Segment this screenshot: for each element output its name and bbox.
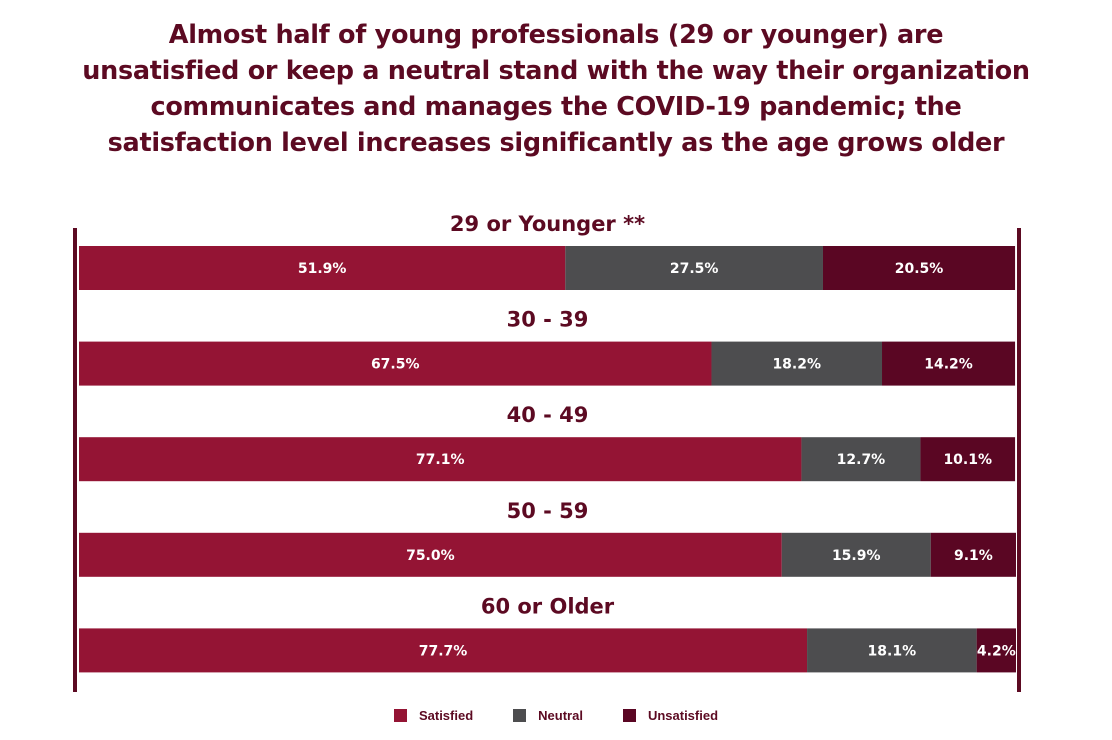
legend-swatch-neutral	[513, 708, 527, 722]
data-label-neutral: 12.7%	[837, 452, 886, 468]
data-label-satisfied: 75.0%	[406, 548, 455, 564]
legend-item-unsatisfied: Unsatisfied	[622, 707, 719, 723]
bar-segment-satisfied	[79, 341, 712, 386]
data-label-neutral: 18.2%	[772, 357, 821, 373]
chart-title-line: unsatisfied or keep a neutral stand with…	[82, 56, 1030, 86]
data-label-unsatisfied: 9.1%	[954, 548, 993, 564]
bar-segment-unsatisfied	[930, 532, 1016, 577]
data-label-neutral: 15.9%	[832, 548, 881, 564]
data-label-satisfied: 67.5%	[371, 357, 420, 373]
category-label: 29 or Younger **	[450, 212, 645, 236]
chart-title-line: Almost half of young professionals (29 o…	[168, 20, 944, 50]
legend-item-satisfied: Satisfied	[393, 707, 474, 723]
data-label-satisfied: 77.1%	[416, 452, 465, 468]
category-label: 40 - 49	[507, 403, 589, 427]
category-label: 30 - 39	[507, 308, 589, 332]
chart-title-line: satisfaction level increases significant…	[107, 128, 1005, 158]
category-label: 50 - 59	[507, 499, 589, 523]
legend-swatch-unsatisfied	[622, 708, 636, 722]
legend-label-satisfied: Satisfied	[418, 707, 474, 723]
bar-segment-satisfied	[79, 628, 808, 673]
bar-segment-neutral	[781, 532, 931, 577]
bar-segment-satisfied	[79, 532, 782, 577]
bar-segment-satisfied	[79, 246, 566, 290]
bar-segment-satisfied	[79, 437, 802, 482]
data-label-neutral: 18.1%	[868, 643, 917, 659]
data-label-unsatisfied: 20.5%	[895, 261, 944, 277]
category-label: 60 or Older	[481, 594, 615, 618]
chart-title: Almost half of young professionals (29 o…	[10, 17, 1102, 161]
bar-segment-neutral	[801, 437, 921, 482]
bar-segment-unsatisfied	[920, 437, 1016, 482]
legend-item-neutral: Neutral	[513, 708, 583, 723]
bar-segment-unsatisfied	[882, 341, 1016, 386]
legend-label-neutral: Neutral	[538, 707, 583, 723]
legend-swatch-satisfied	[393, 708, 407, 722]
bar-segment-neutral	[711, 341, 883, 386]
data-label-unsatisfied: 14.2%	[924, 357, 973, 373]
legend: Satisfied Neutral Unsatisfied	[0, 705, 1112, 725]
data-label-satisfied: 77.7%	[419, 643, 468, 659]
bar-segment-neutral	[565, 246, 823, 290]
data-label-unsatisfied: 10.1%	[943, 452, 992, 468]
data-label-unsatisfied: 4.2%	[977, 643, 1016, 659]
data-label-satisfied: 51.9%	[298, 261, 347, 277]
chart-title-line: communicates and manages the COVID-19 pa…	[150, 92, 962, 122]
data-label-neutral: 27.5%	[670, 261, 719, 277]
legend-label-unsatisfied: Unsatisfied	[647, 707, 719, 723]
bar-segment-unsatisfied	[822, 246, 1016, 290]
bar-segment-unsatisfied	[976, 628, 1016, 673]
bar-segment-neutral	[807, 628, 977, 673]
